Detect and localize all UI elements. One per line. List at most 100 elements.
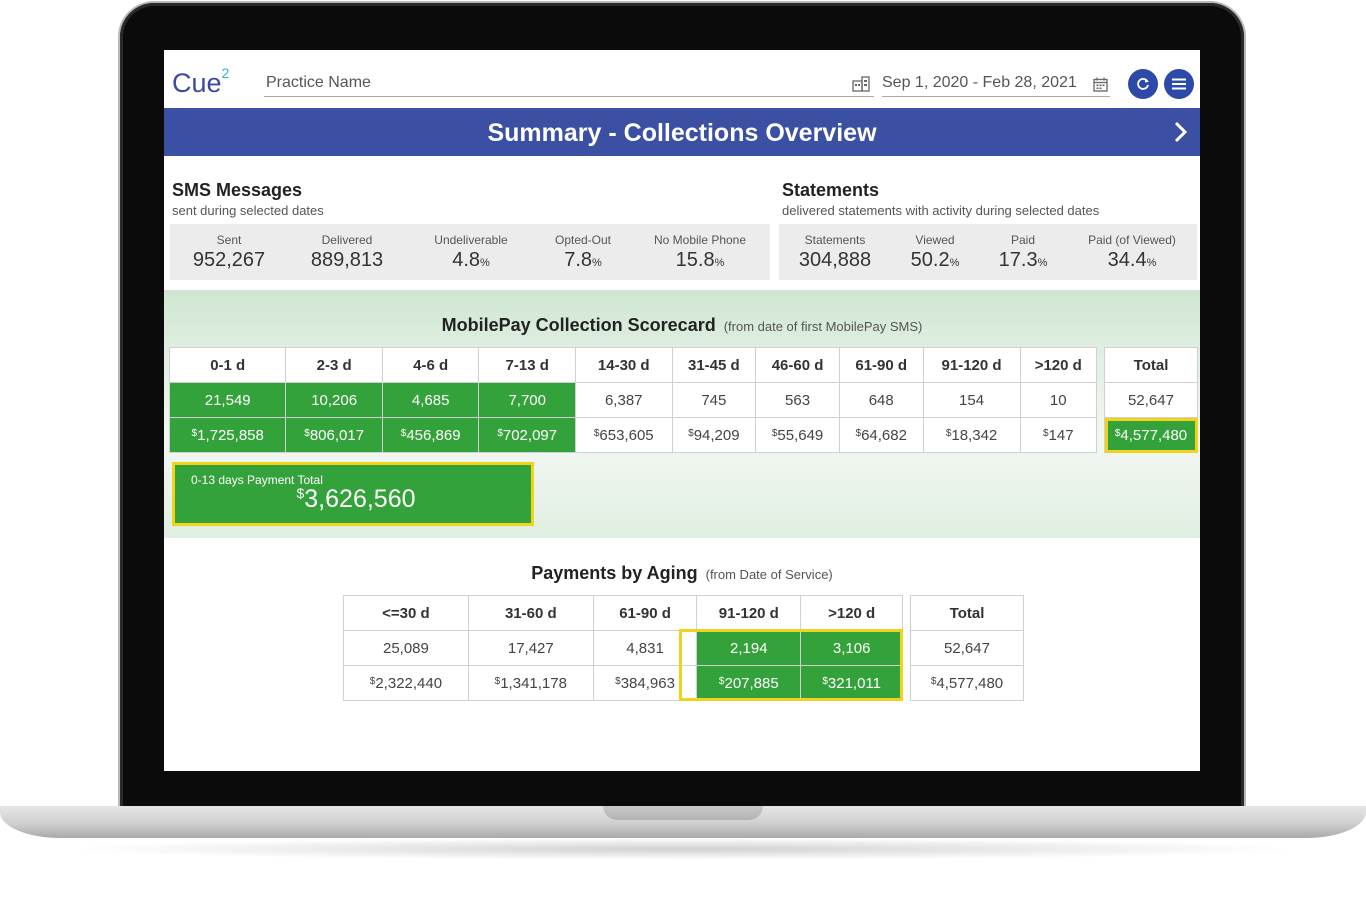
statements-stats: Statements 304,888 Viewed 50.2% Paid 17.… [779, 224, 1197, 280]
stat-value: 4.8% [452, 249, 490, 271]
count-cell: 154 [922, 382, 1021, 418]
column-header: 7-13 d [478, 347, 576, 383]
column-header: 61-90 d [838, 347, 924, 383]
summary-value: $3,626,560 [296, 485, 416, 513]
aging-title: Payments by Aging (from Date of Service) [531, 563, 833, 583]
statements-stat: Paid 17.3% [979, 224, 1067, 272]
total-payment: $4,577,480 [1104, 417, 1198, 453]
count-cell: 7,700 [478, 382, 576, 418]
count-cell: 6,387 [574, 382, 673, 418]
statements-subtitle: delivered statements with activity durin… [782, 203, 1100, 218]
count-cell: 648 [838, 382, 924, 418]
table-row: Total [1104, 347, 1198, 383]
count-cell: 4,685 [381, 382, 480, 418]
count-cell: 10 [1019, 382, 1098, 418]
payment-cell: $806,017 [285, 417, 383, 453]
screen: Cue2 Practice Name Sep 1, 2020 - Feb 28,… [164, 50, 1200, 771]
total-payment: $4,577,480 [910, 665, 1024, 701]
aging-table: <=30 d 31-60 d 61-90 d 91-120 d >120 d 25,08… [343, 595, 903, 701]
total-count: 52,647 [1104, 382, 1198, 418]
table-row: $2,322,440 $1,341,178 $384,963 $207,885 $321… [343, 665, 903, 701]
count-cell: 17,427 [467, 630, 594, 666]
table-row: <=30 d 31-60 d 61-90 d 91-120 d >120 d [343, 595, 903, 631]
count-cell: 3,106 [800, 630, 903, 666]
scorecard-note: (from date of first MobilePay SMS) [723, 319, 923, 334]
payment-cell: $64,682 [838, 417, 924, 453]
page-title: Summary - Collections Overview [487, 119, 877, 147]
column-header: 91-120 d [696, 595, 802, 631]
sms-stat: Delivered 889,813 [288, 224, 406, 272]
logo-superscript: 2 [221, 65, 230, 81]
table-row: $4,577,480 [910, 665, 1024, 701]
payment-cell: $384,963 [592, 665, 698, 701]
column-header: <=30 d [343, 595, 469, 631]
table-row: 21,549 10,206 4,685 7,700 6,387 745 563 648 154 1… [168, 382, 1098, 418]
count-cell: 563 [755, 382, 840, 418]
payment-cell: $147 [1019, 417, 1098, 453]
table-row: $4,577,480 [1104, 417, 1198, 453]
stat-value: 7.8% [564, 249, 602, 271]
refresh-button[interactable] [1128, 69, 1158, 99]
practice-name-field[interactable]: Practice Name [264, 74, 874, 97]
payment-cell: $653,605 [574, 417, 673, 453]
column-header: >120 d [800, 595, 903, 631]
menu-button[interactable] [1164, 69, 1194, 99]
scorecard-title: MobilePay Collection Scorecard (from date… [441, 315, 923, 335]
top-bar: Cue2 Practice Name Sep 1, 2020 - Feb 28,… [164, 50, 1200, 108]
laptop-notch [603, 806, 763, 820]
stat-label: Opted-Out [554, 233, 612, 247]
stat-value: 17.3% [998, 249, 1048, 271]
laptop-shadow [60, 838, 1306, 860]
payment-cell: $321,011 [800, 665, 903, 701]
date-range-field[interactable]: Sep 1, 2020 - Feb 28, 2021 [882, 74, 1110, 97]
column-header: 31-60 d [467, 595, 594, 631]
table-row: Total [910, 595, 1024, 631]
stat-label: Undeliverable [434, 233, 508, 247]
column-header: >120 d [1019, 347, 1098, 383]
stat-label: Statements [804, 233, 866, 247]
page-banner: Summary - Collections Overview [164, 108, 1200, 156]
building-icon[interactable] [852, 76, 870, 92]
table-row: 0-1 d 2-3 d 4-6 d 7-13 d 14-30 d 31-45 d 46-60… [168, 347, 1098, 383]
chevron-right-icon[interactable] [1168, 120, 1192, 144]
stat-label: Paid [1010, 233, 1036, 247]
table-row: 52,647 [910, 630, 1024, 666]
payment-cell: $1,725,858 [168, 417, 287, 453]
payment-cell: $55,649 [755, 417, 840, 453]
stat-value: 889,813 [310, 249, 384, 271]
sms-title: SMS Messages [172, 180, 303, 200]
column-header: 46-60 d [755, 347, 840, 383]
total-header: Total [1104, 347, 1198, 383]
logo[interactable]: Cue2 [172, 65, 230, 99]
count-cell: 21,549 [168, 382, 287, 418]
table-row: $1,725,858 $806,017 $456,869 $702,097 $653,6… [168, 417, 1098, 453]
payment-cell: $18,342 [922, 417, 1021, 453]
column-header: 0-1 d [168, 347, 287, 383]
stat-value: 34.4% [1107, 249, 1157, 271]
statements-stat: Paid (of Viewed) 34.4% [1069, 224, 1195, 272]
payment-cell: $702,097 [478, 417, 576, 453]
stat-label: No Mobile Phone [653, 233, 747, 247]
stat-value: 15.8% [675, 249, 725, 271]
column-header: 14-30 d [574, 347, 673, 383]
column-header: 91-120 d [922, 347, 1021, 383]
column-header: 2-3 d [285, 347, 383, 383]
statements-stat: Statements 304,888 [779, 224, 891, 272]
count-cell: 2,194 [696, 630, 802, 666]
count-cell: 10,206 [285, 382, 383, 418]
column-header: 61-90 d [592, 595, 698, 631]
total-count: 52,647 [910, 630, 1024, 666]
stat-label: Delivered [321, 233, 373, 247]
table-row: 52,647 [1104, 382, 1198, 418]
payment-cell: $207,885 [696, 665, 802, 701]
sms-stat: Sent 952,267 [170, 224, 288, 272]
column-header: 31-45 d [671, 347, 757, 383]
scorecard-table: 0-1 d 2-3 d 4-6 d 7-13 d 14-30 d 31-45 d 46-60… [168, 347, 1098, 453]
payment-cell: $1,341,178 [467, 665, 594, 701]
column-header: 4-6 d [381, 347, 480, 383]
table-row: 25,089 17,427 4,831 2,194 3,106 [343, 630, 903, 666]
stat-label: Viewed [915, 233, 955, 247]
calendar-icon[interactable] [1093, 77, 1108, 92]
stat-value: 304,888 [798, 249, 872, 271]
stat-value: 50.2% [910, 249, 960, 271]
